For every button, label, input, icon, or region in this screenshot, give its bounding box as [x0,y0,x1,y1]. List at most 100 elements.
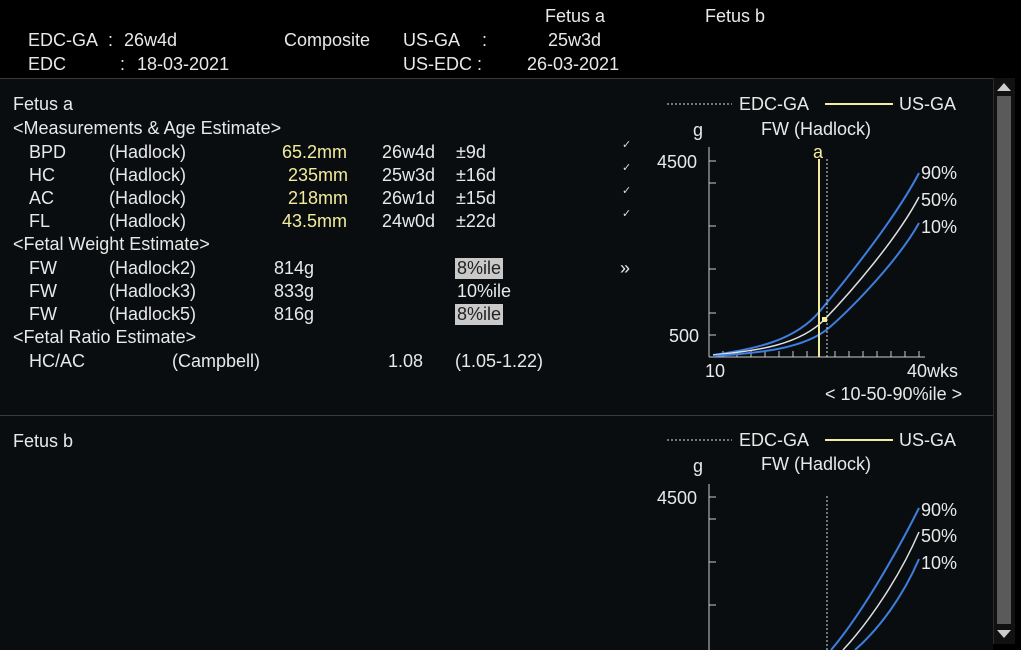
fetus-a-us-ga: 25w3d [548,30,602,50]
fw-data-point [822,317,827,322]
label-50-percent: 50% [921,190,957,210]
measurement-sd: ±16d [456,165,496,185]
measurement-checkbox[interactable]: ✓ [622,162,632,174]
weight-method: (Hadlock5) [109,304,197,324]
fetus-a-panel: Fetus a <Measurements & Age Estimate> BP… [0,79,993,415]
ratio-range: (1.05-1.22) [455,351,544,371]
measurement-method: (Hadlock) [109,142,187,162]
measurements-section-title: <Measurements & Age Estimate> [13,118,282,138]
weight-method: (Hadlock3) [109,281,197,301]
panel-divider [0,415,993,416]
weight-name: FW [29,258,57,278]
fetus-a-title: Fetus a [13,94,74,114]
label-90-percent: 90% [921,500,957,520]
fetus-a-us-edc: 26-03-2021 [527,54,620,74]
fetus-b-title: Fetus b [13,431,74,451]
weight-percentile: 10%ile [457,281,512,301]
legend-edc-label: EDC-GA [739,94,809,114]
curve-90-percentile [830,507,920,650]
weight-name: FW [29,281,57,301]
composite-label: Composite [284,30,371,50]
y-ticks [709,160,716,336]
edc-label: EDC [28,54,67,74]
label-10-percent: 10% [921,553,957,573]
edc-ga-value: 26w4d [124,30,178,50]
ratio-section-title: <Fetal Ratio Estimate> [13,327,197,347]
measurement-method: (Hadlock) [109,188,187,208]
edc-colon: : [120,54,126,74]
y-tick-label-top: 4500 [657,488,697,508]
measurement-sd: ±22d [456,211,496,231]
ratio-method: (Campbell) [172,351,261,371]
measurement-checkbox[interactable]: ✓ [622,139,632,151]
y-tick-label-top: 4500 [657,152,697,172]
ratio-value: 1.08 [388,351,424,371]
curve-10-percentile [854,558,920,650]
us-edc-label: US-EDC : [403,54,483,74]
fetus-marker-label: a [813,142,824,162]
fw-growth-chart-b: EDC-GA US-GA g FW (Hadlock) 4500 90% 50%… [657,430,957,650]
curve-90-percentile [712,172,920,356]
measurement-method: (Hadlock) [109,165,187,185]
weight-value: 833g [274,281,315,301]
chart-title: FW (Hadlock) [761,454,871,474]
edc-ga-label: EDC-GA [28,30,99,50]
scroll-thumb[interactable] [997,96,1011,624]
measurement-sd: ±9d [456,142,486,162]
scroll-down-icon[interactable] [997,630,1011,638]
measurement-name: HC [29,165,55,185]
measurement-checkbox[interactable]: ✓ [622,208,632,220]
weight-percentile: 8%ile [455,258,504,279]
more-arrow-icon[interactable]: » [620,258,631,278]
measurement-sd: ±15d [456,188,496,208]
y-tick-label-bottom: 500 [669,326,699,346]
measurement-name: AC [29,188,55,208]
measurement-checkbox[interactable]: ✓ [622,185,632,197]
measurement-value: 235mm [288,165,349,185]
us-ga-label: US-GA [403,30,461,50]
curve-10-percentile [712,222,920,357]
vertical-scrollbar[interactable] [993,78,1015,644]
ratio-name: HC/AC [29,351,86,371]
legend-us-label: US-GA [899,94,956,114]
weight-value: 816g [274,304,315,324]
y-ticks [709,496,716,606]
label-10-percent: 10% [921,217,957,237]
weight-name: FW [29,304,57,324]
measurement-value: 65.2mm [282,142,348,162]
fetus-a-column-header: Fetus a [545,6,606,26]
weight-value: 814g [274,258,315,278]
label-50-percent: 50% [921,526,957,546]
edc-value: 18-03-2021 [137,54,230,74]
chart-footer: < 10-50-90%ile > [825,384,962,404]
scroll-up-icon[interactable] [997,83,1011,91]
label-90-percent: 90% [921,163,957,183]
chart-unit: g [693,120,703,140]
weight-percentile: 8%ile [455,304,504,325]
edc-ga-colon: : [108,30,114,50]
measurement-name: FL [29,211,51,231]
measurement-name: BPD [29,142,67,162]
measurement-ga: 26w1d [382,188,436,208]
measurement-ga: 26w4d [382,142,436,162]
chart-title: FW (Hadlock) [761,119,871,139]
legend-us-label: US-GA [899,430,956,450]
fetus-b-column-header: Fetus b [705,6,766,26]
chart-unit: g [693,456,703,476]
us-ga-colon: : [482,30,488,50]
curve-50-percentile [712,196,920,356]
measurement-value: 218mm [288,188,349,208]
fw-growth-chart-a: EDC-GA US-GA g FW (Hadlock) 4500 500 10 … [657,94,962,404]
measurement-ga: 25w3d [382,165,436,185]
x-tick-label-left: 10 [705,361,725,381]
header-bar: EDC-GA : 26w4d EDC : 18-03-2021 Composit… [0,0,1021,78]
weight-section-title: <Fetal Weight Estimate> [13,234,210,254]
measurement-ga: 24w0d [382,211,436,231]
measurement-value: 43.5mm [282,211,348,231]
weight-method: (Hadlock2) [109,258,197,278]
curve-50-percentile [842,531,920,650]
fetus-b-panel: Fetus b EDC-GA US-GA g FW (Hadlock) 4500… [0,416,993,650]
measurement-method: (Hadlock) [109,211,187,231]
x-tick-label-right: 40wks [907,361,958,381]
header-divider [0,78,993,79]
